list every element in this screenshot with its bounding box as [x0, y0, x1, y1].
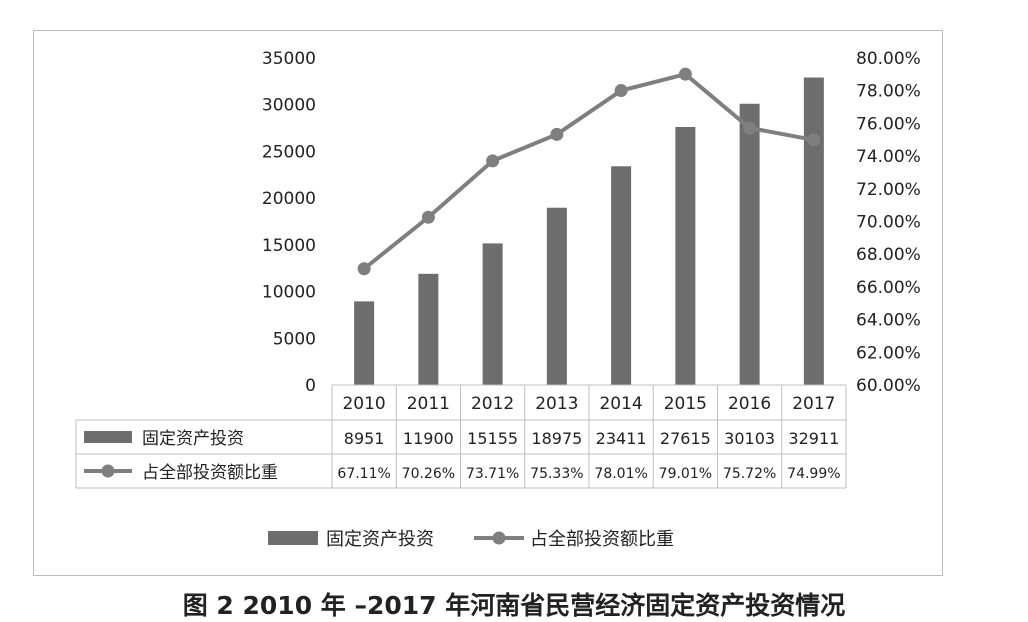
table-cell-value: 78.01%	[594, 466, 647, 482]
table-cell-value: 30103	[724, 429, 775, 448]
line-point	[550, 127, 564, 141]
line-point	[678, 67, 692, 81]
y-right-tick-label: 76.00%	[856, 114, 921, 134]
legend-key-bar	[84, 431, 132, 443]
line-point	[421, 210, 435, 224]
chart-frame	[33, 30, 943, 576]
y-left-tick-label: 30000	[262, 96, 316, 116]
table-cell-value: 11900	[403, 429, 454, 448]
x-tick-label: 2014	[599, 394, 642, 414]
combo-chart: 0 5000 10000 15000 20000 25000 30000 35000 60.00…	[75, 49, 921, 550]
line-point	[357, 262, 371, 276]
x-tick-label: 2015	[664, 394, 707, 414]
table-cell-value: 8951	[344, 429, 385, 448]
table-cell-value: 75.72%	[723, 466, 776, 482]
y-left-tick-label: 20000	[262, 189, 316, 209]
x-tick-label: 2012	[471, 394, 514, 414]
y-right-tick-label: 74.00%	[856, 147, 921, 167]
bar	[739, 103, 760, 386]
legend-label: 占全部投资额比重	[530, 529, 674, 550]
figure-caption: 图 2 2010 年 –2017 年河南省民营经济固定资产投资情况	[182, 591, 846, 620]
bar	[482, 243, 503, 385]
line-point	[807, 133, 821, 147]
bar	[675, 126, 696, 385]
bar	[611, 166, 632, 385]
legend-key-bar	[268, 531, 318, 545]
y-right-tick-label: 62.00%	[856, 343, 921, 363]
table-cell-value: 70.26%	[402, 466, 455, 482]
line-point	[743, 121, 757, 135]
bar	[418, 273, 439, 385]
bar	[354, 301, 375, 385]
line-point	[486, 154, 500, 168]
bar	[546, 207, 567, 385]
table-cell-value: 75.33%	[530, 466, 583, 482]
table-cell-value: 15155	[467, 429, 518, 448]
y-left-tick-label: 0	[305, 376, 316, 396]
y-right-tick-label: 60.00%	[856, 376, 921, 396]
y-right-tick-label: 70.00%	[856, 213, 921, 233]
series-line	[362, 72, 815, 271]
y-right-tick-label: 64.00%	[856, 311, 921, 331]
table-cell-value: 23411	[596, 429, 647, 448]
y-left-tick-label: 10000	[262, 283, 316, 303]
table-cell-value: 18975	[531, 429, 582, 448]
y-right-tick-label: 80.00%	[856, 49, 921, 69]
table-cell-value: 67.11%	[337, 466, 390, 482]
table-row-label: 固定资产投资	[142, 429, 244, 449]
x-tick-label: 2010	[342, 394, 385, 414]
x-tick-label: 2013	[535, 394, 578, 414]
table-row-label: 占全部投资额比重	[142, 463, 278, 483]
legend-key-marker	[492, 531, 506, 545]
bar	[803, 77, 824, 386]
y-right-tick-label: 66.00%	[856, 278, 921, 298]
x-tick-label: 2011	[407, 394, 450, 414]
y-left-tick-label: 5000	[273, 329, 316, 349]
x-tick-label: 2016	[728, 394, 771, 414]
table-cell-value: 74.99%	[787, 466, 840, 482]
y-left-tick-label: 15000	[262, 236, 316, 256]
y-left-tick-label: 25000	[262, 142, 316, 162]
y-right-tick-label: 78.00%	[856, 82, 921, 102]
x-tick-label: 2017	[792, 394, 835, 414]
table-cell-value: 27615	[660, 429, 711, 448]
y-right-tick-label: 72.00%	[856, 180, 921, 200]
y-left-tick-label: 35000	[262, 49, 316, 69]
table-cell-value: 79.01%	[659, 466, 712, 482]
table-cell-value: 73.71%	[466, 466, 519, 482]
line-point	[614, 84, 628, 98]
y-right-tick-label: 68.00%	[856, 245, 921, 265]
table-cell-value: 32911	[788, 429, 839, 448]
legend-label: 固定资产投资	[326, 529, 434, 550]
legend-key-marker	[101, 464, 115, 478]
